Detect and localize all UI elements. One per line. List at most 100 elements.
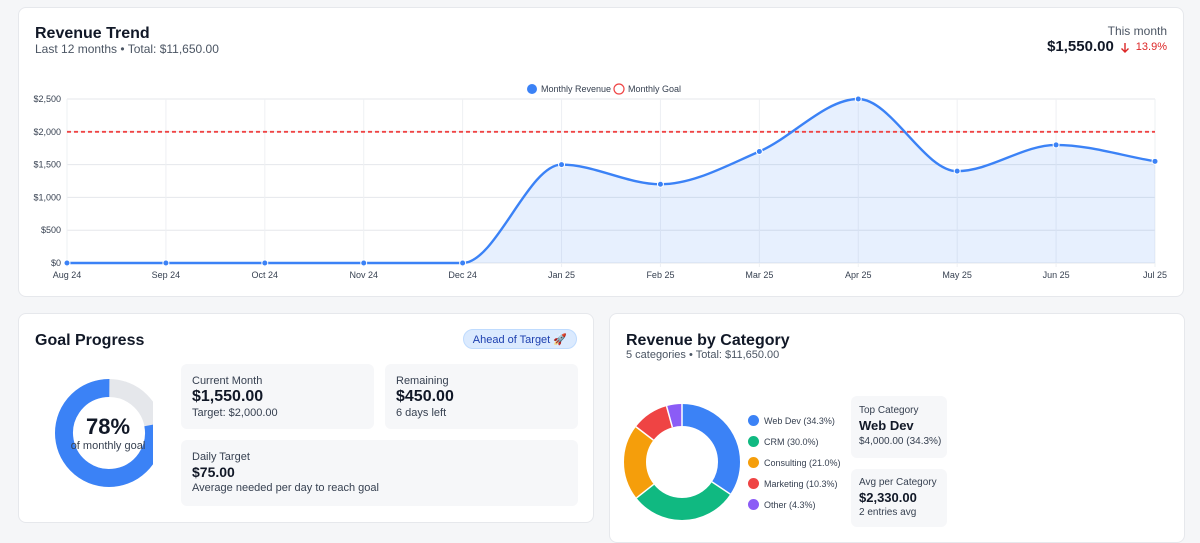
revenue-data-point[interactable]	[459, 259, 467, 267]
current-month-label: Current Month	[192, 375, 263, 387]
donut-separator	[635, 426, 654, 441]
daily-target-tile: Daily Target $75.00 Average needed per d…	[181, 440, 578, 506]
revenue-data-point[interactable]	[360, 259, 368, 267]
legend-color-dot	[748, 499, 759, 510]
category-legend: Web Dev (34.3%) CRM (30.0%) Consulting (21…	[748, 410, 858, 515]
y-tick-label: $1,500	[33, 160, 61, 170]
revenue-line-chart: $0 $500 $1,000 $1,500 $2,000 $2,500 Aug 24 Sep…	[33, 83, 1167, 280]
current-month-target: Target: $2,000.00	[192, 407, 278, 419]
avg-category-label: Avg per Category	[859, 477, 937, 488]
x-tick-label: Jan 25	[548, 270, 575, 280]
y-tick-label: $2,000	[33, 127, 61, 137]
revenue-trend-card: Revenue Trend Last 12 months • Total: $1…	[18, 7, 1184, 297]
donut-separator	[711, 481, 731, 495]
goal-percent-value: 78%	[85, 414, 131, 439]
revenue-trend-title: Revenue Trend	[35, 25, 150, 42]
revenue-data-point[interactable]	[1052, 141, 1060, 149]
category-legend-item[interactable]: Marketing (10.3%)	[748, 473, 858, 494]
x-tick-label: Apr 25	[845, 270, 872, 280]
donut-slice-2[interactable]	[624, 404, 740, 520]
legend-label: Other (4.3%)	[764, 499, 816, 510]
revenue-by-category-card: Revenue by Category 5 categories • Total…	[609, 313, 1185, 543]
this-month-summary: $1,550.00 13.9%	[1047, 38, 1167, 55]
this-month-label: This month	[1107, 24, 1167, 38]
revenue-data-point[interactable]	[953, 167, 961, 175]
legend-label: Consulting (21.0%)	[764, 457, 841, 468]
avg-category-note: 2 entries avg	[859, 507, 917, 518]
revenue-data-point[interactable]	[261, 259, 269, 267]
y-tick-label: $1,000	[33, 192, 61, 202]
y-tick-label: $0	[51, 258, 61, 268]
revenue-data-point[interactable]	[558, 161, 566, 169]
x-tick-label: Feb 25	[646, 270, 674, 280]
goal-progress-title: Goal Progress	[35, 332, 145, 349]
revenue-trend-subtitle: Last 12 months • Total: $11,650.00	[35, 42, 219, 56]
category-legend-item[interactable]: Web Dev (34.3%)	[748, 410, 858, 431]
legend-color-dot	[748, 457, 759, 468]
legend-label: Monthly Goal	[628, 84, 681, 94]
legend-label: Web Dev (34.3%)	[764, 415, 835, 426]
top-category-tile: Top Category Web Dev $4,000.00 (34.3%)	[851, 396, 947, 458]
category-donut-chart	[624, 404, 740, 520]
legend-label: Monthly Revenue	[541, 84, 611, 94]
donut-separator	[665, 405, 674, 428]
y-tick-label: $500	[41, 225, 61, 235]
avg-category-value: $2,330.00	[859, 490, 917, 505]
legend-label: CRM (30.0%)	[764, 436, 819, 447]
goal-progress-card: Goal Progress Ahead of Target 🚀 78% of m…	[18, 313, 594, 523]
donut-separator	[636, 483, 655, 499]
this-month-value: $1,550.00	[1047, 38, 1114, 55]
legend-color-dot	[748, 478, 759, 489]
remaining-days: 6 days left	[396, 407, 447, 419]
x-tick-label: Jun 25	[1043, 270, 1070, 280]
remaining-label: Remaining	[396, 375, 449, 387]
goal-progress-ring	[55, 379, 153, 487]
category-legend-item[interactable]: Consulting (21.0%)	[748, 452, 858, 473]
chart-legend: Monthly Revenue Monthly Goal	[527, 83, 681, 95]
top-category-label: Top Category	[859, 405, 919, 416]
x-tick-label: Mar 25	[745, 270, 773, 280]
x-tick-label: Jul 25	[1143, 270, 1167, 280]
revenue-data-point[interactable]	[656, 180, 664, 188]
revenue-area-fill	[67, 99, 1155, 263]
remaining-tile: Remaining $450.00 6 days left	[385, 364, 578, 429]
top-category-note: $4,000.00 (34.3%)	[859, 436, 942, 447]
revenue-data-point[interactable]	[755, 147, 763, 155]
donut-slice-3[interactable]	[624, 404, 740, 520]
daily-target-label: Daily Target	[192, 451, 250, 463]
revenue-data-point[interactable]	[63, 259, 71, 267]
goal-percent-caption: of monthly goal	[70, 440, 146, 452]
x-tick-label: May 25	[942, 270, 972, 280]
current-month-tile: Current Month $1,550.00 Target: $2,000.0…	[181, 364, 374, 429]
legend-item-monthly-revenue[interactable]: Monthly Revenue	[527, 84, 611, 94]
x-tick-label: Aug 24	[53, 270, 82, 280]
legend-item-monthly-goal[interactable]: Monthly Goal	[613, 83, 681, 95]
category-subtitle: 5 categories • Total: $11,650.00	[626, 349, 780, 361]
legend-color-dot	[748, 436, 759, 447]
category-title: Revenue by Category	[626, 332, 790, 349]
category-legend-item[interactable]: CRM (30.0%)	[748, 431, 858, 452]
revenue-data-point[interactable]	[854, 95, 862, 103]
x-tick-label: Nov 24	[349, 270, 378, 280]
revenue-data-point[interactable]	[162, 259, 170, 267]
x-tick-label: Oct 24	[252, 270, 279, 280]
category-legend-item[interactable]: Other (4.3%)	[748, 494, 858, 515]
revenue-data-point[interactable]	[1151, 157, 1159, 165]
legend-label: Marketing (10.3%)	[764, 478, 838, 489]
daily-target-value: $75.00	[192, 464, 235, 480]
x-tick-label: Dec 24	[448, 270, 477, 280]
daily-target-note: Average needed per day to reach goal	[192, 482, 379, 494]
x-tick-label: Sep 24	[152, 270, 181, 280]
change-percent: 13.9%	[1135, 40, 1167, 53]
goal-ring-progress	[55, 379, 153, 487]
current-month-value: $1,550.00	[192, 388, 264, 405]
legend-swatch	[613, 83, 625, 95]
legend-color-dot	[748, 415, 759, 426]
legend-swatch	[527, 84, 537, 94]
remaining-value: $450.00	[396, 388, 454, 405]
ahead-of-target-badge: Ahead of Target 🚀	[462, 329, 577, 349]
arrow-down-icon	[1120, 41, 1130, 53]
y-tick-label: $2,500	[33, 94, 61, 104]
top-category-value: Web Dev	[859, 418, 914, 433]
avg-category-tile: Avg per Category $2,330.00 2 entries avg	[851, 469, 947, 527]
